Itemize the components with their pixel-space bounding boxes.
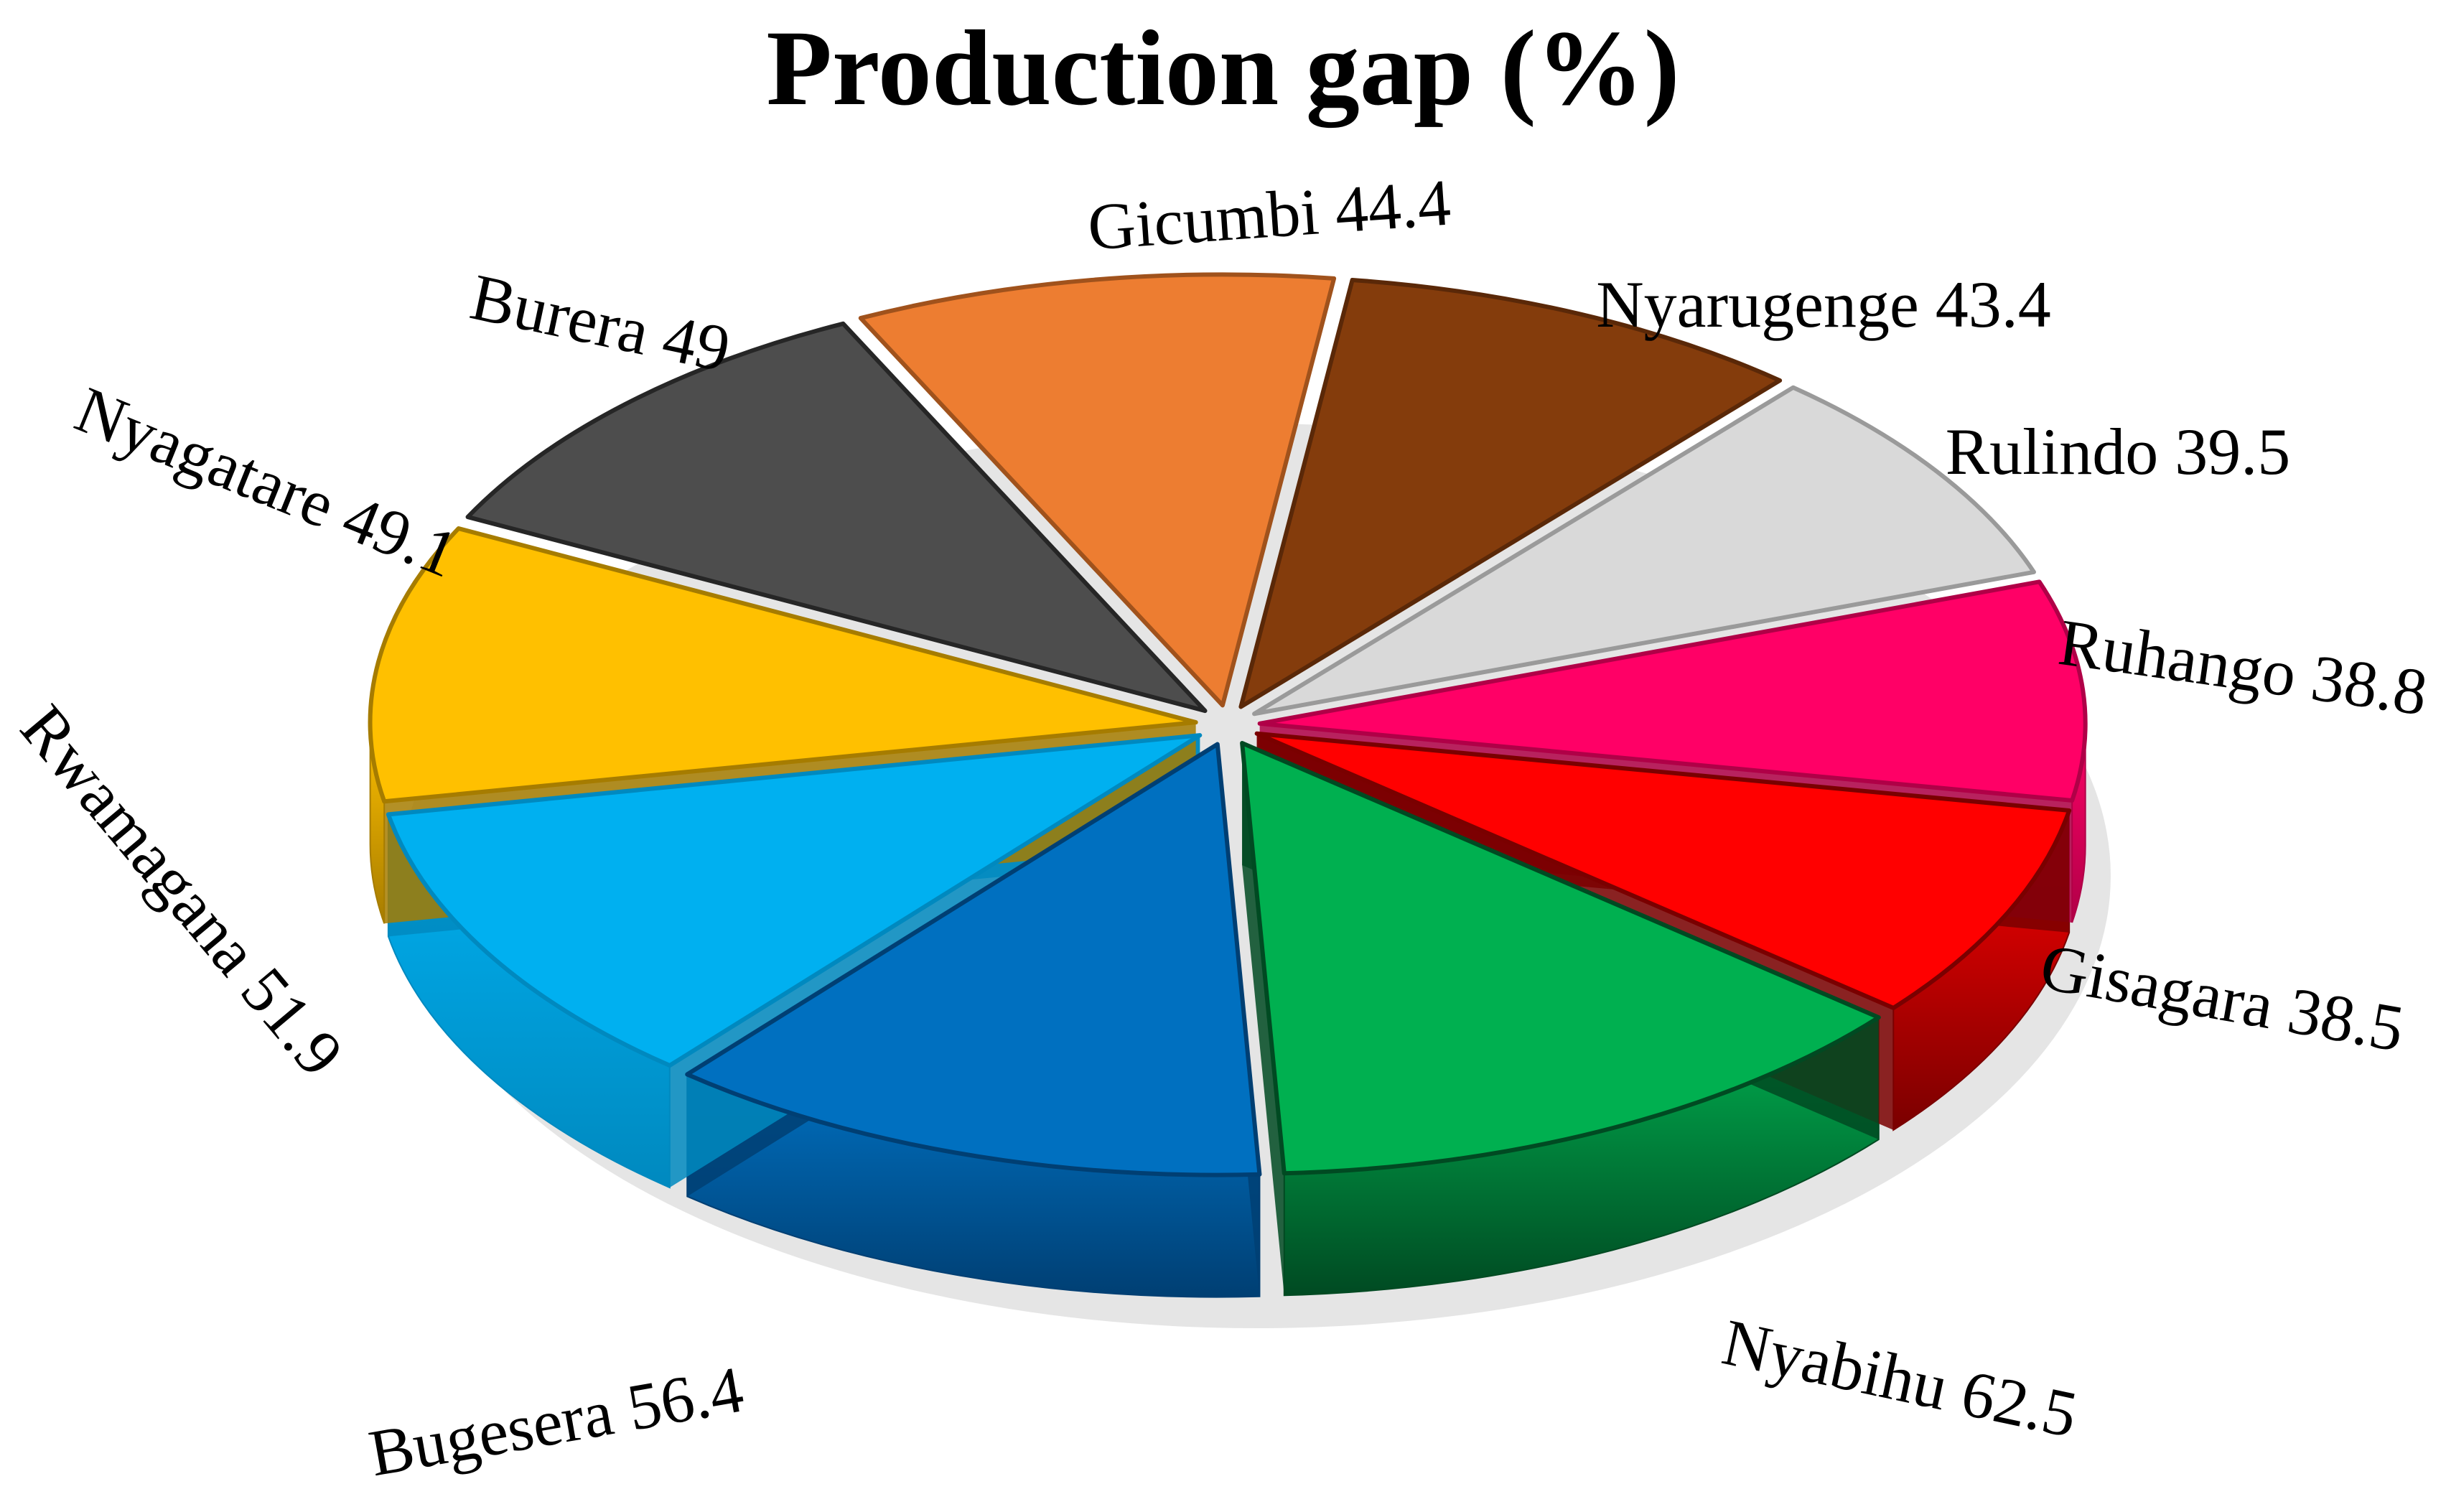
pie-slice-burera xyxy=(465,321,1208,714)
pie-slice-nyabihu xyxy=(1240,741,1881,1176)
slice-label-gisagara: Gisagara 38.5 xyxy=(2035,930,2409,1065)
pie-slice-nyarugenge xyxy=(1238,277,1783,709)
pie-slice-ruhango xyxy=(1257,579,2088,803)
pie-slice-gisagara xyxy=(1254,731,2072,1010)
pie-slice-rwamagana xyxy=(386,733,1203,1068)
slice-label-burera: Burera 49 xyxy=(465,260,737,386)
pie-slice-rulindo xyxy=(1252,385,2036,717)
chart-title: Production gap (%) xyxy=(766,9,1680,128)
slice-label-gicumbi: Gicumbi 44.4 xyxy=(1086,166,1453,264)
pie-slice-gicumbi xyxy=(858,272,1337,708)
slice-label-nyarugenge: Nyarugenge 43.4 xyxy=(1596,268,2051,341)
pie-slice-bugesera xyxy=(685,742,1262,1177)
slice-label-ruhango: Ruhango 38.8 xyxy=(2055,605,2432,729)
slice-label-nyabihu: Nyabihu 62.5 xyxy=(1717,1305,2083,1452)
slice-label-bugesera: Bugesera 56.4 xyxy=(364,1353,749,1490)
pie-slice-nyagatare xyxy=(368,526,1198,804)
slice-label-nyagatare: Nyagatare 49.1 xyxy=(66,373,467,592)
pie-slice-cut-nyabihu-1 xyxy=(1242,743,1284,1296)
slice-label-rwamagana: Rwamagana 51.9 xyxy=(6,691,358,1090)
slice-label-rulindo: Rulindo 39.5 xyxy=(1946,415,2290,488)
